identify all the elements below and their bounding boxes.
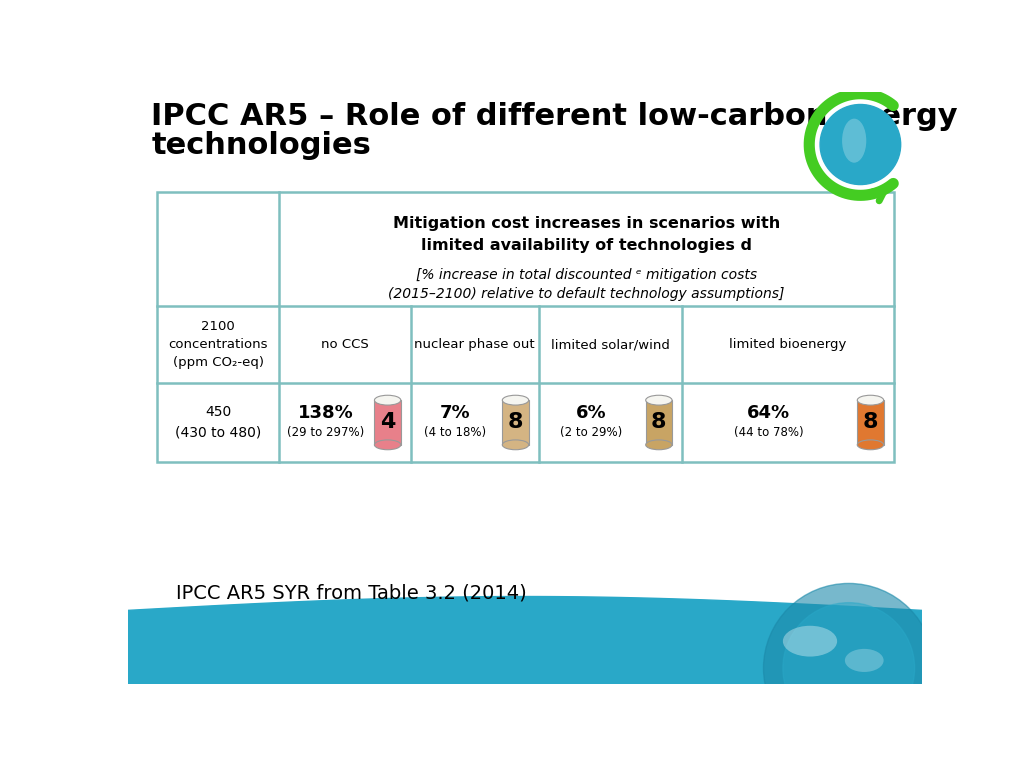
Ellipse shape [842, 118, 866, 163]
Text: 64%: 64% [746, 404, 791, 422]
Bar [158, 192, 894, 462]
Text: 2100
concentrations
(ppm CO₂-eq): 2100 concentrations (ppm CO₂-eq) [169, 320, 268, 369]
Text: limited bioenergy: limited bioenergy [729, 338, 847, 351]
Text: 8: 8 [508, 412, 523, 432]
Circle shape [764, 584, 934, 753]
Text: (29 to 297%): (29 to 297%) [287, 426, 365, 439]
Text: 4: 4 [380, 412, 395, 432]
Ellipse shape [646, 396, 672, 405]
Text: (2 to 29%): (2 to 29%) [560, 426, 623, 439]
Text: 7%: 7% [440, 404, 471, 422]
Text: 6%: 6% [575, 404, 606, 422]
Text: nuclear phase out: nuclear phase out [415, 338, 536, 351]
Text: IPCC AR5 SYR from Table 3.2 (2014): IPCC AR5 SYR from Table 3.2 (2014) [176, 583, 526, 602]
Text: IPCC AR5 – Role of different low-carbon energy: IPCC AR5 – Role of different low-carbon … [152, 102, 957, 131]
Text: (44 to 78%): (44 to 78%) [734, 426, 804, 439]
Ellipse shape [375, 396, 400, 405]
Ellipse shape [503, 440, 528, 450]
Text: 450
(430 to 480): 450 (430 to 480) [175, 406, 261, 440]
Ellipse shape [845, 649, 884, 672]
Circle shape [783, 603, 914, 733]
Ellipse shape [646, 440, 672, 450]
Ellipse shape [857, 440, 884, 450]
Bar [503, 400, 528, 445]
Circle shape [820, 104, 901, 184]
Text: [% increase in total discounted ᵉ mitigation costs
(2015–2100) relative to defau: [% increase in total discounted ᵉ mitiga… [388, 268, 784, 301]
Ellipse shape [783, 626, 838, 657]
Bar [375, 400, 400, 445]
Bar [857, 400, 884, 445]
Text: 8: 8 [862, 412, 879, 432]
Ellipse shape [503, 396, 528, 405]
Text: technologies: technologies [152, 131, 371, 160]
Text: Mitigation cost increases in scenarios with
limited availability of technologies: Mitigation cost increases in scenarios w… [393, 216, 780, 253]
Text: 8: 8 [651, 412, 667, 432]
Text: 138%: 138% [298, 404, 353, 422]
Polygon shape [128, 597, 922, 684]
Text: no CCS: no CCS [322, 338, 369, 351]
Ellipse shape [375, 440, 400, 450]
Ellipse shape [857, 396, 884, 405]
Text: (4 to 18%): (4 to 18%) [424, 426, 486, 439]
Text: limited solar/wind: limited solar/wind [551, 338, 670, 351]
Bar [646, 400, 672, 445]
